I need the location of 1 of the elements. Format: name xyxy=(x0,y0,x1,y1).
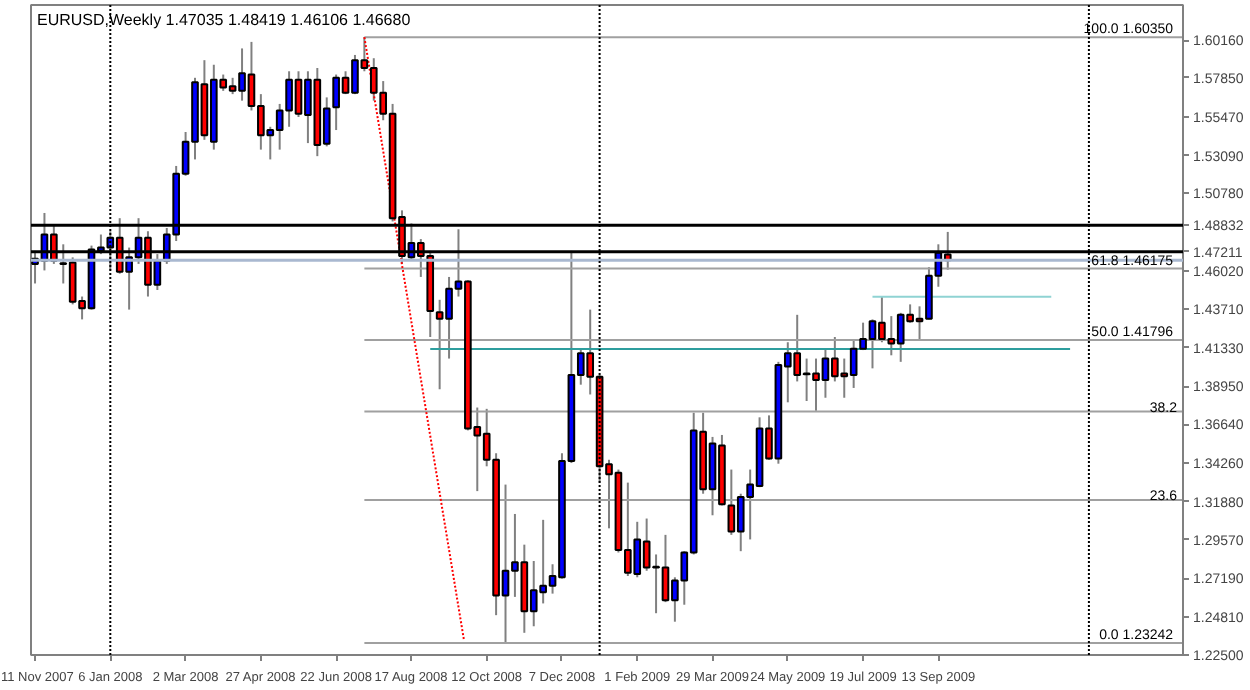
chart-title: EURUSD,Weekly 1.47035 1.48419 1.46106 1.46680 xyxy=(37,11,412,29)
